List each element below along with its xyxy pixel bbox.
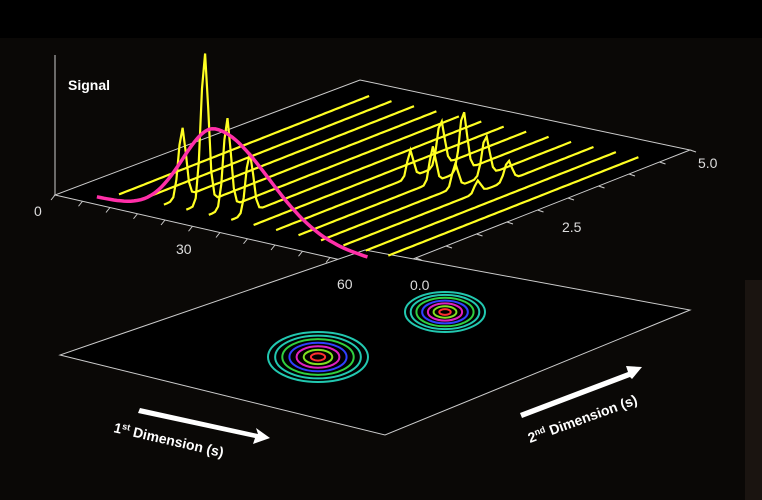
- edge-tick: [628, 173, 636, 177]
- tick-label: 5.0: [698, 155, 718, 171]
- edge-tick: [659, 161, 666, 165]
- trace: [208, 115, 460, 216]
- label-sup: nd: [533, 424, 547, 437]
- contour: [421, 299, 469, 325]
- contour: [409, 293, 481, 331]
- edge-tick: [689, 149, 697, 153]
- edge-band: [745, 280, 762, 500]
- contour: [281, 338, 355, 376]
- trace: [163, 105, 415, 206]
- arrow-first: [138, 408, 270, 444]
- edge-tick: [105, 207, 111, 213]
- label-number: 1: [112, 419, 123, 436]
- contour: [302, 348, 334, 366]
- contour: [404, 291, 486, 333]
- trace: [230, 120, 482, 221]
- contours: [267, 291, 486, 383]
- tick-label: 0: [34, 203, 42, 219]
- trace-first: [96, 126, 368, 259]
- edge-tick: [270, 244, 276, 251]
- edge-tick: [506, 221, 514, 225]
- tick-label: 0.0: [410, 277, 430, 293]
- trace: [298, 111, 549, 237]
- edge-tick: [445, 245, 453, 249]
- edge-tick: [78, 200, 83, 207]
- edge-tick: [567, 197, 575, 201]
- edge-tick: [133, 213, 138, 220]
- edge-tick: [598, 185, 605, 189]
- contour: [432, 305, 458, 319]
- edge-tick: [415, 257, 422, 261]
- trace: [320, 133, 572, 242]
- edge-tick: [160, 219, 166, 226]
- contour: [288, 341, 348, 373]
- contour: [267, 331, 369, 383]
- upper-plane: [50, 55, 697, 276]
- arrow-second: [520, 366, 642, 418]
- trace: [118, 94, 370, 196]
- contour: [295, 345, 341, 369]
- edge-tick: [476, 233, 483, 237]
- contour: [274, 334, 362, 380]
- trace: [387, 156, 639, 257]
- contour: [438, 308, 452, 316]
- edge-tick: [215, 232, 221, 238]
- trace: [253, 125, 505, 227]
- trace: [141, 100, 392, 201]
- trace: [275, 117, 527, 232]
- trace: [185, 53, 437, 211]
- tick-label: 2.5: [562, 219, 582, 235]
- tick-label: 60: [337, 276, 353, 292]
- label-sup: st: [121, 421, 131, 433]
- contour-plane: [58, 249, 692, 436]
- edge-tick: [188, 225, 193, 232]
- contour: [309, 352, 327, 362]
- edge-tick: [243, 238, 248, 245]
- tick-label: 30: [176, 241, 192, 257]
- trace: [343, 145, 594, 247]
- edge-tick: [50, 194, 56, 201]
- trace: [365, 151, 617, 252]
- chromatograms: [96, 53, 639, 259]
- edge-tick: [298, 250, 303, 257]
- edge-tick: [325, 257, 331, 263]
- contour: [415, 296, 475, 328]
- contour: [426, 302, 464, 322]
- top-band: [0, 0, 762, 38]
- signal-label: Signal: [68, 77, 110, 93]
- edge-tick: [537, 209, 544, 213]
